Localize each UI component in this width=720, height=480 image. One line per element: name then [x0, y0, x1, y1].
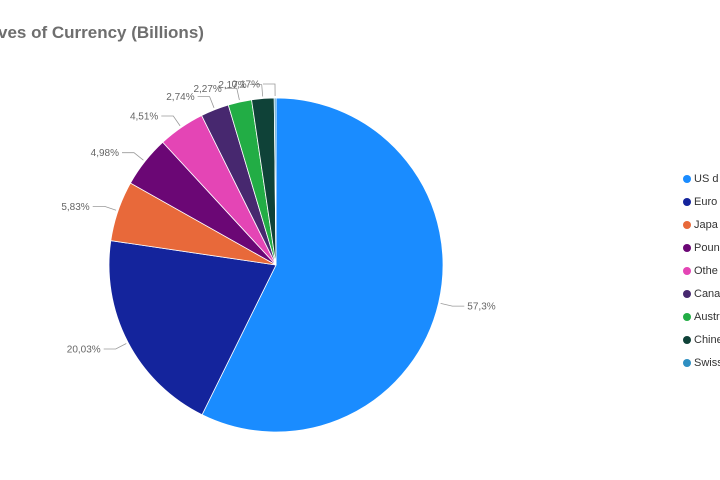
label-leader-line [263, 83, 276, 97]
legend-label: Austr [694, 310, 720, 323]
slice-percent-label: 2,17% [218, 80, 246, 91]
label-leader-line [197, 96, 215, 108]
label-leader-line [161, 115, 181, 127]
legend-item[interactable]: Chine [683, 328, 720, 351]
legend-swatch [683, 220, 691, 229]
legend-item[interactable]: Cana [683, 282, 720, 305]
slice-percent-label: 4,98% [91, 148, 119, 159]
legend-swatch [683, 289, 691, 298]
legend-label: Euro [694, 195, 718, 208]
legend-swatch [683, 358, 691, 367]
slice-percent-label: 57,3% [467, 302, 495, 313]
pie-slice-1[interactable] [108, 240, 277, 416]
legend-label: Othe [694, 264, 718, 277]
label-leader-line [122, 152, 144, 161]
legend-item[interactable]: Othe [683, 259, 720, 282]
label-leader-line [103, 343, 127, 350]
label-leader-line [440, 303, 465, 307]
slice-percent-label: 4,51% [130, 112, 158, 123]
legend-item[interactable]: Japa [683, 213, 720, 236]
legend-label: Chine [694, 333, 720, 346]
legend-item[interactable]: Poun [683, 236, 720, 259]
slice-percent-label: 2,74% [166, 92, 194, 103]
slice-percent-label: 5,83% [61, 202, 89, 213]
label-leader-line [92, 205, 117, 211]
legend-item[interactable]: Euro [683, 190, 720, 213]
legend-label: US d [694, 172, 719, 185]
legend-swatch [683, 312, 691, 321]
slice-percent-label: 2,27% [193, 84, 221, 95]
legend-swatch [683, 243, 691, 252]
legend-swatch [683, 335, 691, 344]
slice-percent-label: 0,17% [232, 80, 260, 91]
legend-swatch [683, 174, 691, 183]
legend-item[interactable]: US d [683, 167, 720, 190]
pie-slice-0[interactable] [201, 97, 444, 433]
label-leader-line [224, 87, 240, 101]
legend-swatch [683, 197, 691, 206]
label-leader-line [249, 84, 264, 97]
legend-item[interactable]: Swiss [683, 351, 720, 374]
legend-item[interactable]: Austr [683, 305, 720, 328]
chart-legend: US d Euro Japa Poun Othe Cana Austr Chine Swiss [683, 167, 720, 374]
legend-swatch [683, 266, 691, 275]
legend-label: Japa [694, 218, 718, 231]
pie-slice-8[interactable] [273, 97, 277, 266]
chart-title: ves of Currency (Billions) [0, 23, 204, 42]
legend-label: Swiss [694, 356, 720, 369]
slice-percent-label: 20,03% [67, 345, 101, 356]
legend-label: Cana [694, 287, 720, 300]
legend-label: Poun [694, 241, 720, 254]
